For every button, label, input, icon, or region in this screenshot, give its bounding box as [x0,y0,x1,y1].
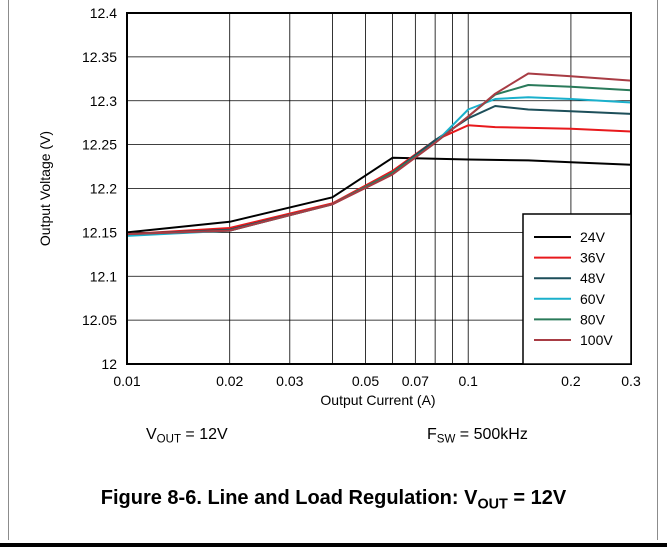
x-tick-label: 0.03 [276,373,303,389]
y-tick-label: 12.2 [90,181,117,197]
x-tick-label: 0.02 [216,373,243,389]
legend-label-60V: 60V [580,291,606,307]
figure-frame [8,0,658,540]
x-tick-label: 0.07 [402,373,429,389]
x-tick-label: 0.01 [113,373,140,389]
series-line-100V [126,72,632,236]
series-line-24V [126,156,632,234]
y-tick-label: 12 [101,356,117,372]
fsw-condition: FSW = 500kHz [427,426,528,446]
plot-border [126,12,632,365]
y-tick-label: 12.1 [90,268,117,284]
legend-label-24V: 24V [580,229,606,245]
x-tick-label: 0.3 [621,373,641,389]
x-tick-label: 0.1 [458,373,478,389]
y-tick-label: 12.25 [82,137,117,153]
x-tick-label: 0.05 [352,373,379,389]
x-axis-label: Output Current (A) [320,392,435,408]
vout-condition: VOUT = 12V [146,426,228,446]
output-voltage-chart: 12 12.05 12.1 12.15 12.2 12.25 12.3 12.35 12.4 0.… [37,5,641,408]
x-tick-label: 0.2 [561,373,581,389]
y-axis-label: Output Voltage (V) [37,131,53,246]
y-tick-label: 12.05 [82,312,117,328]
legend-label-80V: 80V [580,311,606,327]
figure-caption: Figure 8-6. Line and Load Regulation: VO… [100,487,567,513]
legend-label-100V: 100V [580,332,613,348]
y-tick-label: 12.3 [90,93,117,109]
y-tick-label: 12.35 [82,49,117,65]
legend-label-36V: 36V [580,250,606,266]
bottom-rule [0,543,667,547]
y-tick-label: 12.4 [90,5,117,21]
y-tick-label: 12.15 [82,224,117,240]
series-line-80V [126,84,632,236]
legend-label-48V: 48V [580,270,606,286]
